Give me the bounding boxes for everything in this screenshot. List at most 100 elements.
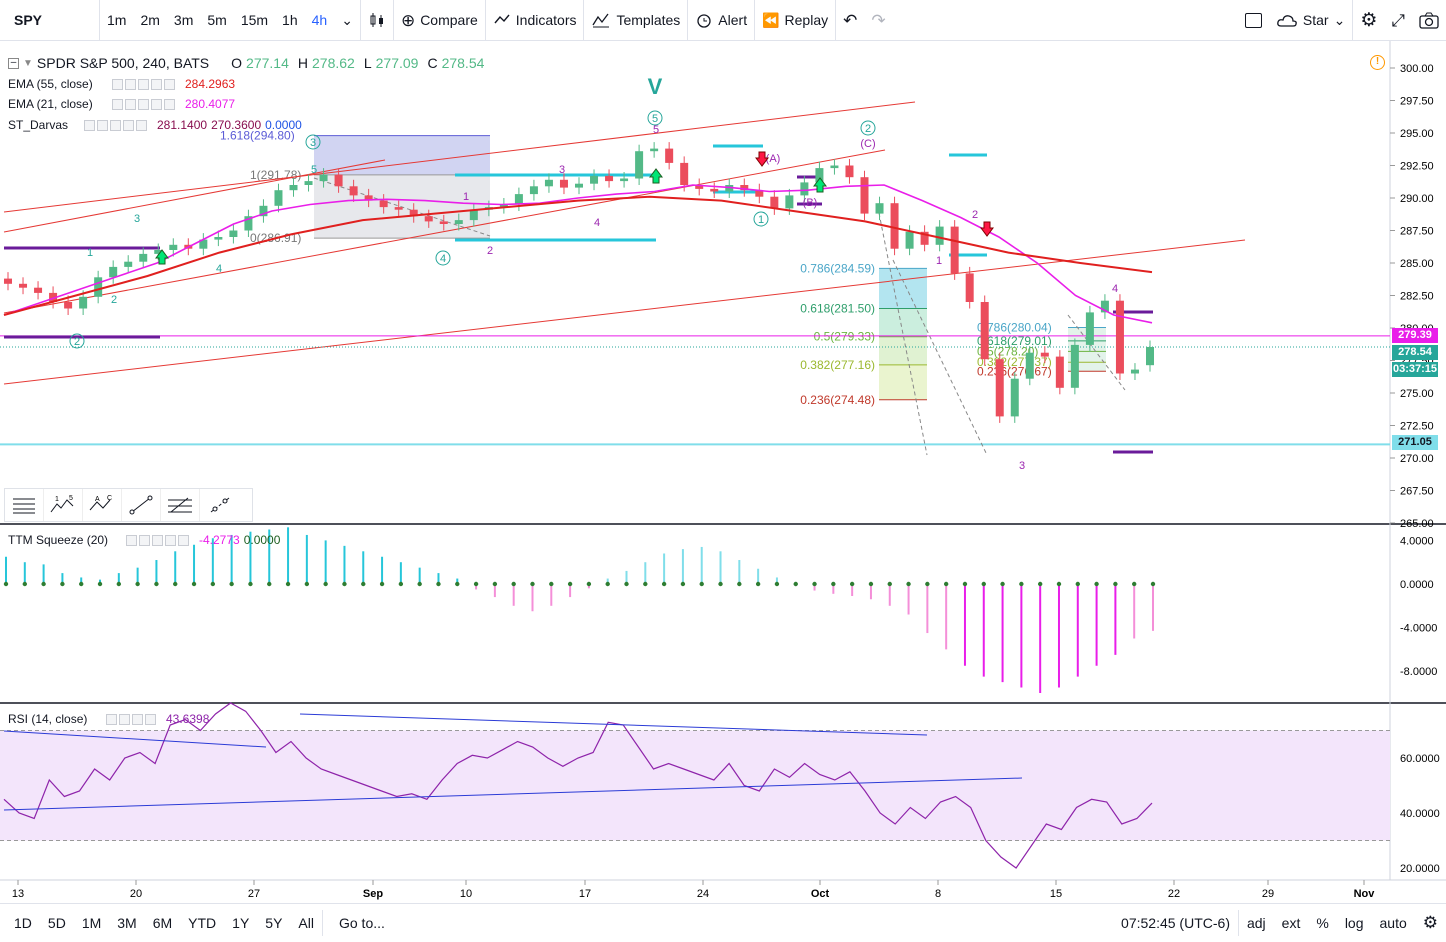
range-1m[interactable]: 1M (81, 915, 102, 931)
settings-button[interactable]: ⚙ (1353, 0, 1384, 41)
ema21-legend[interactable]: EMA (21, close) 280.4077 (8, 97, 235, 111)
auto-toggle[interactable]: auto (1379, 915, 1407, 931)
candle-body (94, 277, 103, 297)
fullscreen-square-button[interactable] (1238, 0, 1269, 41)
goto-button[interactable]: Go to... (338, 915, 385, 931)
indicators-button[interactable]: Indicators (486, 0, 584, 41)
undo-button[interactable]: ↶ (836, 0, 864, 41)
interval-5m[interactable]: 5m (207, 11, 227, 28)
redo-button[interactable]: ↷ (864, 0, 892, 41)
log-toggle[interactable]: log (1344, 915, 1364, 931)
range-ytd[interactable]: YTD (188, 915, 217, 931)
trend-line-tool[interactable] (122, 489, 161, 521)
price-axis-label: 285.00 (1400, 258, 1434, 270)
candle-body (79, 296, 88, 309)
interval-15m[interactable]: 15m (240, 11, 269, 28)
alert-button[interactable]: Alert (688, 0, 754, 41)
ttm-legend[interactable]: TTM Squeeze (20) -4.2773 0.0000 (8, 533, 280, 547)
replay-button[interactable]: ⏪ Replay (755, 0, 835, 41)
candle-body (304, 181, 313, 185)
candle-body (424, 216, 433, 222)
settings-gear-button[interactable]: ⚙ (1415, 913, 1446, 933)
interval-2m[interactable]: 2m (140, 11, 160, 28)
rsi-buttons[interactable] (106, 713, 156, 725)
sub-wave-label: 3 (134, 213, 140, 225)
time-axis-label: 20 (130, 888, 142, 900)
wave-1: 1 (758, 214, 764, 226)
interval-dropdown-icon[interactable]: ⌄ (341, 11, 353, 28)
close-label: C (427, 55, 438, 71)
adj-toggle[interactable]: adj (1246, 915, 1266, 931)
ema55-buttons[interactable] (112, 78, 175, 90)
fib-zone (879, 364, 927, 400)
candle-body (815, 168, 824, 183)
ttm-dot (661, 581, 667, 587)
square-icon (1244, 12, 1262, 28)
ttm-value-2: 0.0000 (243, 533, 281, 547)
darvas-buttons[interactable] (84, 119, 147, 131)
rsi-label: RSI (14, close) (8, 712, 88, 726)
time-axis-label: 15 (1050, 888, 1062, 900)
trendline-icon (129, 495, 153, 515)
range-all[interactable]: All (298, 915, 314, 931)
ema55-legend[interactable]: EMA (55, close) 284.2963 (8, 77, 235, 91)
clock-display[interactable]: 07:52:45 (UTC-6) (1121, 915, 1230, 931)
ttm-dot (755, 581, 761, 587)
chart-canvas[interactable]: 300.00 297.50 295.00 292.50 290.00 287.50 285.… (0, 41, 1446, 903)
time-axis-label: 22 (1168, 888, 1180, 900)
candle-body (710, 188, 719, 192)
candle-body (1115, 300, 1124, 374)
rsi-legend[interactable]: RSI (14, close) 43.6398 (8, 712, 209, 726)
ema21-buttons[interactable] (112, 98, 175, 110)
star-button[interactable]: Star ⌄ (1269, 0, 1352, 41)
templates-button[interactable]: Templates (584, 0, 687, 41)
rsi-value: 43.6398 (166, 712, 210, 726)
ttm-dot (567, 581, 573, 587)
candle-body (34, 287, 43, 293)
range-3m[interactable]: 3M (117, 915, 137, 931)
range-5y[interactable]: 5Y (265, 915, 283, 931)
wave-label-v: V (648, 74, 663, 99)
ray-tool[interactable] (200, 489, 239, 521)
rsi-divergence-line (299, 713, 928, 736)
ttm-buttons[interactable] (126, 534, 189, 546)
fib-label: 0.786(280.04) (977, 320, 1052, 334)
ttm-dot (831, 581, 836, 587)
wave-b: (B) (803, 197, 818, 209)
rsi-band (0, 730, 1390, 841)
interval-1h[interactable]: 1h (282, 11, 298, 28)
range-1y[interactable]: 1Y (232, 915, 250, 931)
support-price-tag: 271.05 (1392, 435, 1438, 450)
warning-icon[interactable]: ! (1370, 55, 1385, 70)
darvas-legend[interactable]: ST_Darvas 281.1400 270.3600 0.0000 (8, 118, 302, 132)
range-1d[interactable]: 1D (14, 915, 32, 931)
percent-toggle[interactable]: % (1316, 915, 1329, 931)
sub-wave-label: 2 (972, 209, 978, 221)
wave-5: 5 (652, 113, 658, 125)
chart-style-button[interactable] (361, 0, 393, 41)
range-5d[interactable]: 5D (47, 915, 66, 931)
horizontal-lines-tool[interactable] (5, 489, 44, 521)
fullscreen-button[interactable]: ⤢ (1384, 0, 1412, 41)
candle-body (439, 221, 448, 224)
interval-1m[interactable]: 1m (107, 11, 127, 28)
ext-toggle[interactable]: ext (1281, 915, 1301, 931)
ttm-dot (549, 581, 554, 587)
collapse-icon[interactable]: – (8, 57, 19, 69)
fib-retracement-tool[interactable] (161, 489, 200, 521)
snapshot-button[interactable] (1412, 0, 1446, 41)
interval-4h[interactable]: 4h (311, 11, 328, 28)
interval-3m[interactable]: 3m (173, 11, 194, 28)
ttm-dot (210, 581, 216, 587)
wave-5-circle (647, 110, 663, 126)
symbol-search[interactable]: SPY (0, 0, 100, 41)
compare-button[interactable]: ⊕ Compare (394, 0, 485, 41)
darvas-value-3: 0.0000 (265, 118, 302, 132)
wave-2-left: 2 (74, 336, 80, 348)
range-6m[interactable]: 6M (152, 915, 173, 931)
ema21-price-tag: 279.39 (1392, 328, 1438, 343)
